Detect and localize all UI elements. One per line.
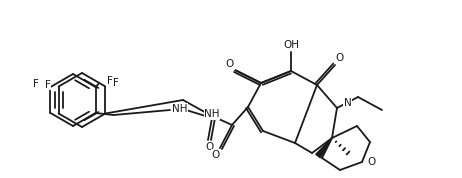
Text: NH: NH	[204, 109, 220, 119]
Text: NH: NH	[172, 104, 188, 114]
Text: O: O	[335, 53, 343, 63]
Text: OH: OH	[283, 40, 299, 50]
Text: O: O	[212, 150, 220, 160]
Text: N: N	[344, 98, 352, 108]
Polygon shape	[316, 138, 332, 158]
Text: F: F	[33, 79, 38, 89]
Text: O: O	[368, 157, 376, 167]
Text: O: O	[226, 59, 234, 69]
Text: F: F	[107, 76, 112, 86]
Text: O: O	[205, 142, 213, 152]
Text: F: F	[113, 77, 119, 88]
Text: F: F	[45, 80, 51, 90]
